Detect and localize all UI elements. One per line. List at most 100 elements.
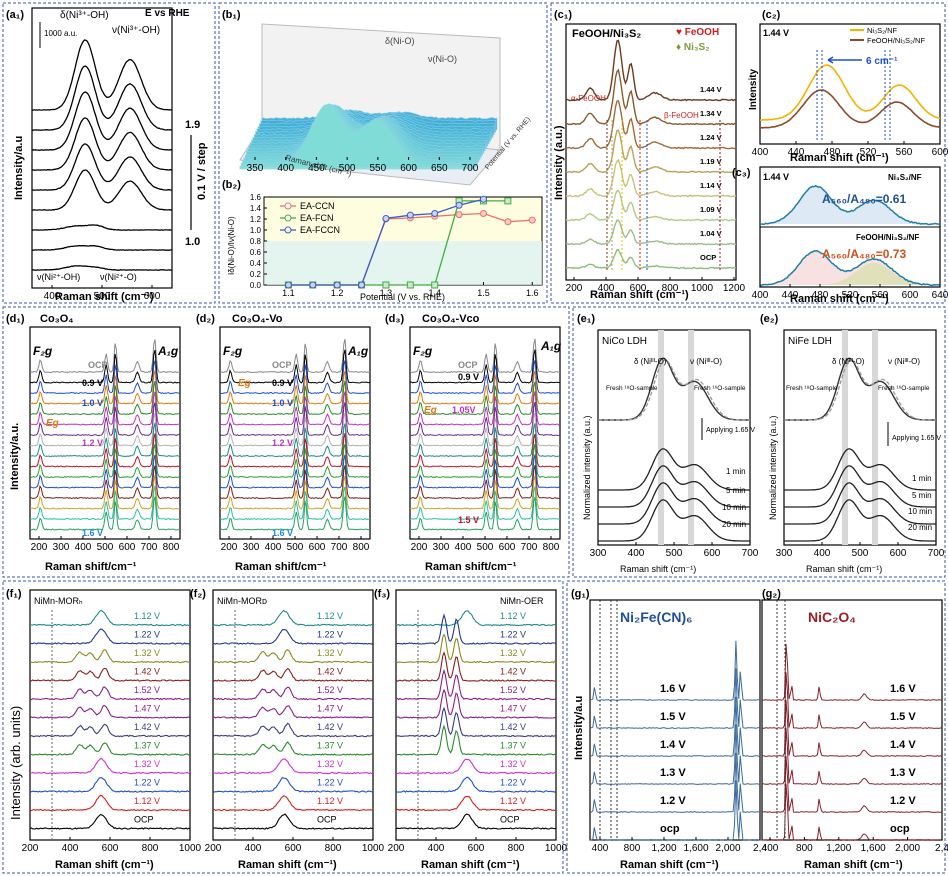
step-label: 0.1 V / step — [196, 142, 208, 200]
c1-volt-label-1: 1.34 V — [700, 109, 722, 118]
f2-spectrum-8 — [212, 758, 374, 775]
b1-ticklabel-2: 450 — [308, 163, 325, 174]
d1-eg: Eɡ — [46, 418, 59, 429]
f1-volt-0: 1.12 V — [134, 611, 160, 621]
b2-xticklabel-0: 1.1 — [282, 288, 295, 298]
b1-peak-delta: δ(Ni-O) — [385, 36, 415, 46]
d3-spectrum-6 — [409, 401, 561, 437]
f-x-ticks: 200 400 600 800 1000 200 400 600 800 1000 200 400 60… — [22, 837, 568, 854]
f1-volt-6: 1.42 V — [134, 722, 160, 732]
e1-band2 — [688, 330, 694, 545]
c1-ticklabel-0: 200 — [566, 283, 583, 294]
d3-spectrum-2 — [409, 360, 561, 395]
d1-a1g: A₁g — [157, 344, 179, 358]
d3-ticklabel-3: 500 — [477, 542, 494, 553]
panel-e: (e₁) (e₂) NiCo LDH NiFe LDH δ (Niᴵᴵᴵ-O) … — [577, 313, 945, 574]
f1-spectrum-11 — [29, 813, 191, 830]
d1-v12: 1.2 V — [82, 438, 103, 448]
f2-volt-5: 1.47 V — [317, 704, 343, 714]
panel-c3: (c₃) 1.44 V Ni₃S₂/NF A₅₆₀/A₄₈₀=0.61 FeOO… — [732, 166, 948, 305]
f1-ticklabel-4: 1000 — [179, 843, 202, 854]
panel-label-c1: (c₁) — [554, 9, 572, 21]
d1-spectrum-5 — [29, 391, 181, 426]
f1-xlabel: Raman shift (cm⁻¹) — [55, 859, 154, 871]
f3-ticklabel-3: 800 — [508, 843, 525, 854]
b2-point-EA-CCN-7 — [455, 211, 463, 219]
f2-volt-3: 1.42 V — [317, 667, 343, 677]
b2-point-EA-FCCN-5 — [406, 211, 414, 219]
f1-spectrum-0 — [29, 610, 190, 627]
panel-d-border — [2, 306, 570, 578]
b2-xticklabel-2: 1.3 — [380, 288, 393, 298]
f2-ticklabel-0: 200 — [205, 843, 222, 854]
d1-f2g: F₂g — [33, 344, 53, 358]
f1-spectrum-10 — [29, 794, 191, 812]
e1-fresh16 — [598, 359, 750, 421]
d3-ticklabel-5: 700 — [521, 542, 538, 553]
c2-ticklabel-4: 560 — [896, 147, 913, 158]
e2-fresh16 — [784, 359, 936, 421]
d1-spectrum-14 — [29, 485, 181, 521]
b2-yticklabel-8: 1.6 — [250, 193, 262, 202]
g1-ticklabel-4: 2,000 — [715, 843, 740, 854]
a1-ticklabel-1: 500 — [94, 291, 111, 302]
d2-spectrum-4 — [219, 380, 371, 416]
f1-title: NiMn-MORₕ — [34, 596, 83, 606]
f2-volt-1: 1.22 V — [317, 630, 343, 640]
f-ylabel: Intensity (arb. units) — [8, 706, 23, 820]
f1-volt-1: 1.22 V — [134, 630, 160, 640]
c3-ticklabel-3: 520 — [842, 290, 859, 301]
b2-yticklabel-3: 0.6 — [250, 248, 262, 257]
e1-fresh16: Fresh ¹⁶O-sample — [694, 385, 746, 392]
g2-title: NiC₂O₄ — [808, 609, 856, 625]
d2-spectrum-10 — [219, 443, 371, 479]
f3-ticklabel-0: 200 — [388, 843, 405, 854]
c2-ticklabel-1: 440 — [788, 147, 805, 158]
b2-xticklabel-5: 1.6 — [526, 288, 539, 298]
d3-v09: 0.9 V — [458, 372, 479, 382]
panel-f: (f₁) (f₂) (f₃) NiMn-MORₕ NiMn-MORᴅ NiMn-… — [6, 588, 568, 871]
v-bottom-label: 1.0 — [185, 236, 200, 248]
b2-legend-label-0: EA-CCN — [300, 201, 335, 211]
g2-spectrum-2 — [761, 699, 943, 757]
e2-time-3 — [784, 499, 936, 542]
f2-plot-frame — [212, 589, 374, 841]
e1-p1: δ (Niᴵᴵᴵ-O) — [634, 357, 667, 366]
panel-label-f3: (f₃) — [374, 588, 390, 600]
f2-ticklabel-1: 400 — [245, 843, 262, 854]
e2-t4: 20 min — [908, 523, 932, 532]
b2-point-EA-CCN-8 — [479, 210, 487, 217]
d2-v16: 1.6 V — [272, 528, 293, 538]
d2-xlabel: Raman shift/cm⁻¹ — [235, 561, 327, 573]
e2-ticklabel-2: 500 — [852, 548, 869, 559]
panel-c1: (c₁) FeOOH/Ni₃S₂ ♥ FeOOH ♦ Ni₃S₂ α-FeOOH… — [553, 9, 746, 301]
f3-spectrum-10 — [395, 795, 557, 812]
d2-eg: Eɡ — [238, 378, 251, 389]
b2-legend-marker-0 — [284, 202, 292, 210]
c2-ylabel: Intensity — [748, 68, 759, 110]
e1-ticklabel-0: 300 — [590, 548, 607, 559]
f2-spectrum-7 — [212, 741, 374, 756]
c3-ratio1: A₅₆₀/A₄₈₀=0.61 — [822, 192, 906, 206]
b2-xticklabel-4: 1.5 — [477, 288, 490, 298]
d1-spectrum-15 — [29, 496, 181, 531]
g1-volt-5: ocp — [660, 823, 680, 835]
f1-spectrum-4 — [29, 686, 191, 701]
d1-xlabel: Raman shift/cm⁻¹ — [45, 561, 137, 573]
f1-volt-2: 1.32 V — [134, 648, 160, 658]
c2-xlabel: Raman shift (cm⁻¹) — [790, 152, 889, 164]
b2-legend-marker-2 — [284, 226, 292, 234]
f3-spectrum-5 — [395, 688, 557, 719]
f1-volt-3: 1.42 V — [134, 667, 160, 677]
d3-spectrum-12 — [409, 465, 561, 500]
c3-ticklabel-6: 640 — [932, 290, 948, 301]
d2-spectrum-14 — [219, 486, 371, 521]
g1-spectrum-1 — [589, 668, 761, 729]
panel-b1: (b₁) δ(Ni-O) ν(Ni-O) Raman shift (cm⁻¹) … — [222, 9, 532, 186]
d2-ticklabel-3: 500 — [287, 542, 304, 553]
c3-name1: Ni₃S₂/NF — [888, 173, 922, 182]
e2-ticklabel-1: 400 — [814, 548, 831, 559]
b2-point-EA-FCCN-1 — [309, 281, 317, 289]
e-x-ticks: 300 400 500 600 700 300 400 500 600 700 — [590, 542, 945, 559]
